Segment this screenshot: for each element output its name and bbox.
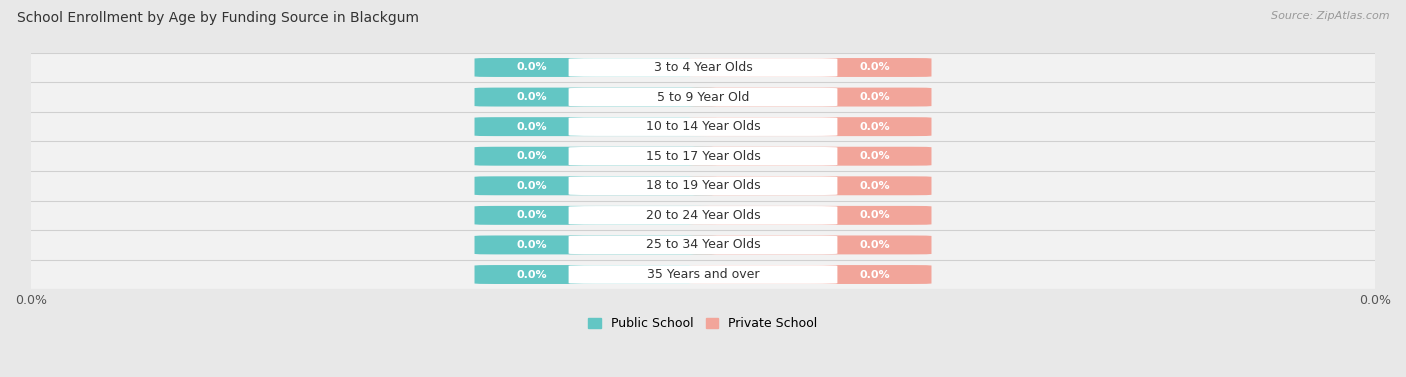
FancyBboxPatch shape: [568, 206, 838, 225]
Text: 5 to 9 Year Old: 5 to 9 Year Old: [657, 90, 749, 104]
FancyBboxPatch shape: [31, 260, 1375, 289]
Text: 0.0%: 0.0%: [859, 92, 890, 102]
Text: 0.0%: 0.0%: [516, 240, 547, 250]
FancyBboxPatch shape: [31, 82, 1375, 112]
FancyBboxPatch shape: [474, 236, 717, 254]
FancyBboxPatch shape: [31, 171, 1375, 201]
FancyBboxPatch shape: [689, 117, 932, 136]
FancyBboxPatch shape: [474, 147, 717, 166]
Text: 0.0%: 0.0%: [516, 270, 547, 279]
FancyBboxPatch shape: [31, 141, 1375, 171]
FancyBboxPatch shape: [568, 88, 838, 106]
Text: 0.0%: 0.0%: [859, 240, 890, 250]
Text: 0.0%: 0.0%: [516, 210, 547, 221]
Text: 0.0%: 0.0%: [859, 210, 890, 221]
FancyBboxPatch shape: [31, 112, 1375, 141]
Text: 0.0%: 0.0%: [516, 122, 547, 132]
Text: 0.0%: 0.0%: [516, 92, 547, 102]
FancyBboxPatch shape: [568, 117, 838, 136]
Text: 15 to 17 Year Olds: 15 to 17 Year Olds: [645, 150, 761, 163]
FancyBboxPatch shape: [689, 236, 932, 254]
Text: 3 to 4 Year Olds: 3 to 4 Year Olds: [654, 61, 752, 74]
Text: 20 to 24 Year Olds: 20 to 24 Year Olds: [645, 209, 761, 222]
Text: 0.0%: 0.0%: [516, 151, 547, 161]
Text: 0.0%: 0.0%: [516, 181, 547, 191]
FancyBboxPatch shape: [568, 58, 838, 77]
FancyBboxPatch shape: [474, 117, 717, 136]
FancyBboxPatch shape: [474, 265, 717, 284]
FancyBboxPatch shape: [31, 201, 1375, 230]
FancyBboxPatch shape: [568, 265, 838, 284]
Text: 10 to 14 Year Olds: 10 to 14 Year Olds: [645, 120, 761, 133]
FancyBboxPatch shape: [689, 265, 932, 284]
FancyBboxPatch shape: [31, 230, 1375, 260]
FancyBboxPatch shape: [689, 206, 932, 225]
FancyBboxPatch shape: [689, 176, 932, 195]
Text: 0.0%: 0.0%: [859, 151, 890, 161]
Text: 0.0%: 0.0%: [859, 270, 890, 279]
Text: 25 to 34 Year Olds: 25 to 34 Year Olds: [645, 238, 761, 251]
FancyBboxPatch shape: [689, 87, 932, 107]
Text: 0.0%: 0.0%: [516, 63, 547, 72]
Text: Source: ZipAtlas.com: Source: ZipAtlas.com: [1271, 11, 1389, 21]
Text: 0.0%: 0.0%: [859, 181, 890, 191]
FancyBboxPatch shape: [474, 87, 717, 107]
FancyBboxPatch shape: [474, 58, 717, 77]
FancyBboxPatch shape: [474, 206, 717, 225]
Legend: Public School, Private School: Public School, Private School: [583, 312, 823, 335]
FancyBboxPatch shape: [568, 176, 838, 195]
FancyBboxPatch shape: [31, 53, 1375, 82]
FancyBboxPatch shape: [689, 58, 932, 77]
Text: 18 to 19 Year Olds: 18 to 19 Year Olds: [645, 179, 761, 192]
Text: School Enrollment by Age by Funding Source in Blackgum: School Enrollment by Age by Funding Sour…: [17, 11, 419, 25]
FancyBboxPatch shape: [568, 236, 838, 254]
Text: 0.0%: 0.0%: [859, 122, 890, 132]
FancyBboxPatch shape: [689, 147, 932, 166]
FancyBboxPatch shape: [474, 176, 717, 195]
Text: 35 Years and over: 35 Years and over: [647, 268, 759, 281]
Text: 0.0%: 0.0%: [859, 63, 890, 72]
FancyBboxPatch shape: [568, 147, 838, 166]
